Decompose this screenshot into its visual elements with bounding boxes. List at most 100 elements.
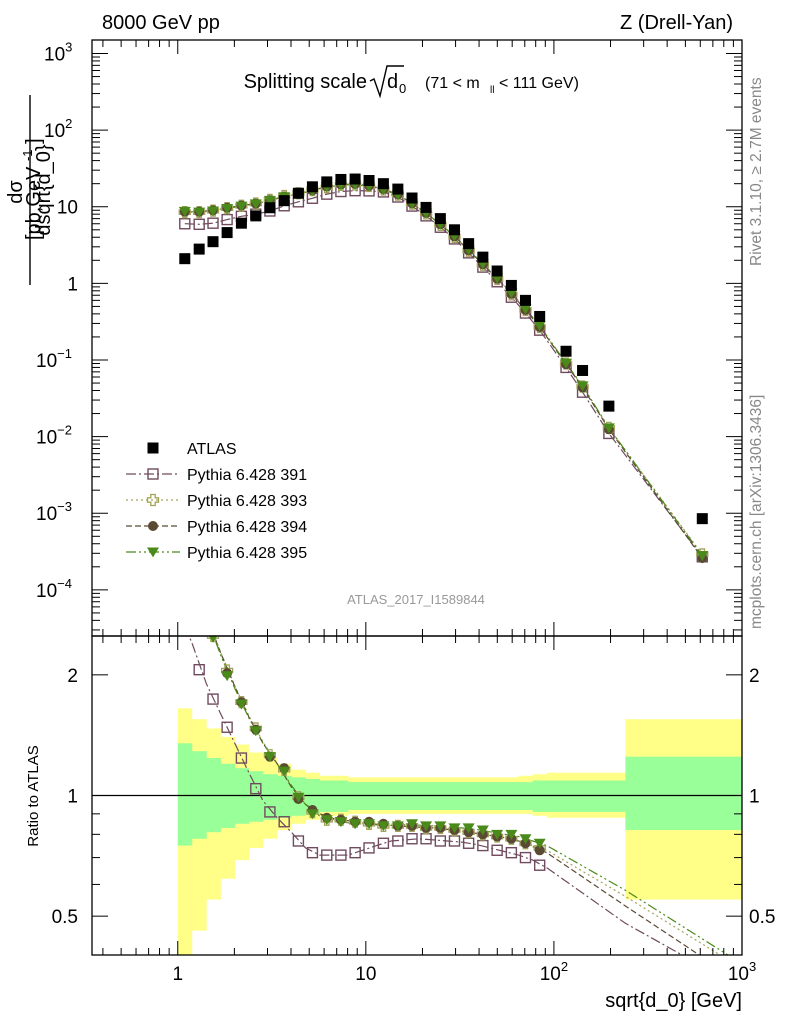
data-point-atlas: [448, 224, 460, 236]
ratio-point: [519, 834, 532, 845]
data-point-atlas: [477, 251, 489, 263]
ratio-point: [306, 809, 319, 820]
legend-entry: ATLAS: [147, 441, 237, 458]
data-point: [602, 423, 615, 434]
data-point-atlas: [335, 173, 347, 185]
ratio-point: [250, 782, 262, 795]
stat-uncertainty-band: [319, 780, 335, 812]
ratio-point: [406, 833, 418, 845]
ratio-point: [334, 817, 347, 828]
ratio-point: [377, 837, 390, 849]
title-range-sub: ll: [490, 85, 494, 96]
ratio-y-tick-label: 1: [67, 787, 78, 808]
data-point: [221, 203, 234, 214]
ratio-point: [377, 821, 390, 832]
data-point: [193, 207, 206, 218]
title-range-a: (71 < m: [425, 75, 480, 92]
legend-entry: Pythia 6.428 394: [126, 519, 307, 536]
data-point: [221, 213, 233, 226]
ratio-point: [406, 819, 419, 830]
ratio-point: [533, 859, 546, 871]
stat-uncertainty-band: [546, 780, 626, 812]
ratio-y-tick-label-right: 2: [749, 666, 760, 687]
ylabel-denominator: dsqrt{d_0}: [33, 144, 55, 236]
ratio-point: [263, 752, 276, 763]
ratio-point: [193, 663, 205, 676]
ratio-ylabel: Ratio to ATLAS: [25, 745, 42, 846]
data-point-atlas: [505, 279, 517, 291]
title-range-b: < 111 GeV): [499, 75, 579, 92]
data-point: [249, 199, 262, 210]
main-plot-series: [178, 173, 709, 564]
ratio-plot-series: [180, 600, 730, 955]
ratio-point: [505, 846, 518, 859]
main-plot-ylabel-units: [pb,GeV -1 ]: [15, 138, 45, 240]
ratio-point: [180, 614, 190, 624]
data-point-atlas: [349, 173, 361, 185]
ratio-point: [533, 838, 546, 849]
ratio-point: [434, 821, 447, 832]
legend-entry: Pythia 6.428 395: [126, 545, 307, 562]
title-sqrt-sub: 0: [399, 81, 406, 96]
ratio-point: [448, 823, 461, 834]
ratio-point: [208, 636, 218, 643]
data-point-atlas: [534, 310, 546, 322]
data-point-atlas: [696, 513, 708, 525]
data-point-atlas: [603, 400, 615, 412]
data-point-atlas: [519, 294, 531, 306]
ratio-y-tick-label: 2: [67, 666, 78, 687]
ratio-point: [221, 721, 233, 733]
legend-label: Pythia 6.428 391: [187, 467, 307, 484]
y-tick-label: 103: [44, 39, 72, 65]
y-tick-label: 10−3: [36, 499, 72, 525]
legend-entry: Pythia 6.428 393: [126, 493, 307, 510]
x-tick-label: 102: [540, 959, 568, 985]
legend-marker: [147, 442, 159, 454]
data-point-atlas: [292, 187, 304, 199]
legend-label: Pythia 6.428 394: [187, 519, 307, 536]
data-point: [519, 304, 532, 315]
data-point-atlas: [193, 243, 205, 255]
data-point-atlas: [420, 201, 432, 213]
stat-uncertainty-band: [305, 778, 321, 814]
data-point-atlas: [321, 176, 333, 188]
ratio-point: [235, 699, 248, 710]
legend-marker: [147, 547, 159, 558]
ratio-point: [391, 821, 404, 832]
ratio-point: [363, 819, 376, 830]
legend-marker: [147, 468, 159, 480]
ratio-point: [235, 752, 248, 764]
data-point-atlas: [306, 181, 318, 193]
ratio-point: [363, 842, 375, 854]
watermark: ATLAS_2017_I1589844: [347, 592, 485, 607]
y-tick-label: 1: [67, 274, 78, 295]
ratio-point: [193, 600, 205, 610]
ratio-point: [221, 671, 234, 682]
legend-marker: [148, 521, 158, 531]
y-tick-label: 10−1: [36, 346, 72, 372]
ylabel-numerator: dσ: [5, 180, 27, 204]
ratio-plot-bands: [92, 708, 742, 955]
data-point: [193, 218, 205, 231]
ratio-point: [477, 839, 489, 852]
ratio-point: [278, 766, 291, 777]
ratio-point: [462, 823, 475, 834]
data-point: [235, 201, 248, 212]
data-point-atlas: [392, 183, 404, 195]
data-point: [178, 206, 191, 217]
data-point-atlas: [250, 210, 262, 222]
data-point: [560, 358, 573, 369]
y-tick-label: 10−4: [36, 576, 72, 602]
x-tick-label: 103: [728, 959, 756, 985]
svg-text:[pb,GeV -1 ]: [pb,GeV -1 ]: [15, 138, 45, 240]
legend-entry: Pythia 6.428 391: [126, 467, 307, 484]
ratio-point: [292, 835, 305, 847]
ratio-point: [335, 849, 347, 861]
data-point: [576, 381, 589, 392]
main-plot-ylabel: dσ dsqrt{d_0}: [5, 95, 55, 285]
data-point: [533, 321, 546, 332]
side-text-bottom: mcplots.cern.ch [arXiv:1306.3436]: [748, 395, 765, 629]
y-tick-label: 10−2: [36, 423, 72, 449]
ratio-point: [491, 844, 503, 856]
